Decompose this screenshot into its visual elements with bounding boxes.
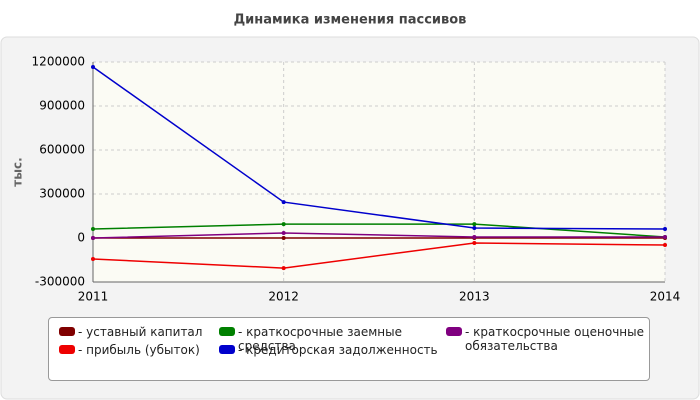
legend-label: - прибыль (убыток) [78,343,200,357]
point [91,236,95,240]
legend-label: - краткосрочные оценочные обязательства [465,325,644,353]
legend-label: - уставный капитал [78,325,203,339]
series-line [92,223,666,238]
plot-area [93,62,665,282]
y-tick-label: 0 [77,231,85,245]
y-tick-label: 900000 [39,99,85,113]
y-tick-label: 1200000 [32,55,85,69]
y-tick-label: -300000 [35,275,85,289]
point [472,234,477,239]
legend-swatch [59,327,75,336]
series-line [92,66,666,230]
legend-swatch [219,345,235,354]
chart-title: Динамика изменения пассивов [234,13,467,28]
point [472,240,477,245]
point [472,222,477,227]
point [663,227,667,232]
series-line [92,242,666,269]
point [281,200,286,205]
point [281,222,286,227]
legend-item: - краткосрочные оценочные обязательства [446,325,646,353]
point [281,266,286,271]
legend: - уставный капитал - прибыль (убыток) - кр… [48,317,650,381]
x-tick-label: 2011 [78,290,109,304]
point [91,256,95,261]
legend-swatch [446,327,462,336]
y-tick-label: 300000 [39,187,85,201]
legend-swatch [59,345,75,354]
x-tick-label: 2012 [268,290,299,304]
legend-item: - краткосрочные заемные средства [219,325,446,353]
point [91,64,95,69]
legend-item: - прибыль (убыток) [59,343,219,373]
x-tick-label: 2014 [650,290,681,304]
legend-item: - кредиторская задолженность [219,343,446,373]
y-axis-label: тыс. [11,157,25,186]
series-line [92,232,665,239]
y-tick-label: 600000 [39,143,85,157]
point [663,234,667,239]
legend-swatch [219,327,235,336]
legend-item: - уставный капитал [59,325,219,343]
point [472,226,477,231]
point [663,243,667,248]
point [281,231,286,236]
x-tick-label: 2013 [459,290,490,304]
point [281,236,286,240]
point [91,227,95,232]
legend-label: - краткосрочные заемные средства [238,325,402,353]
legend-label: - кредиторская задолженность [238,343,438,357]
